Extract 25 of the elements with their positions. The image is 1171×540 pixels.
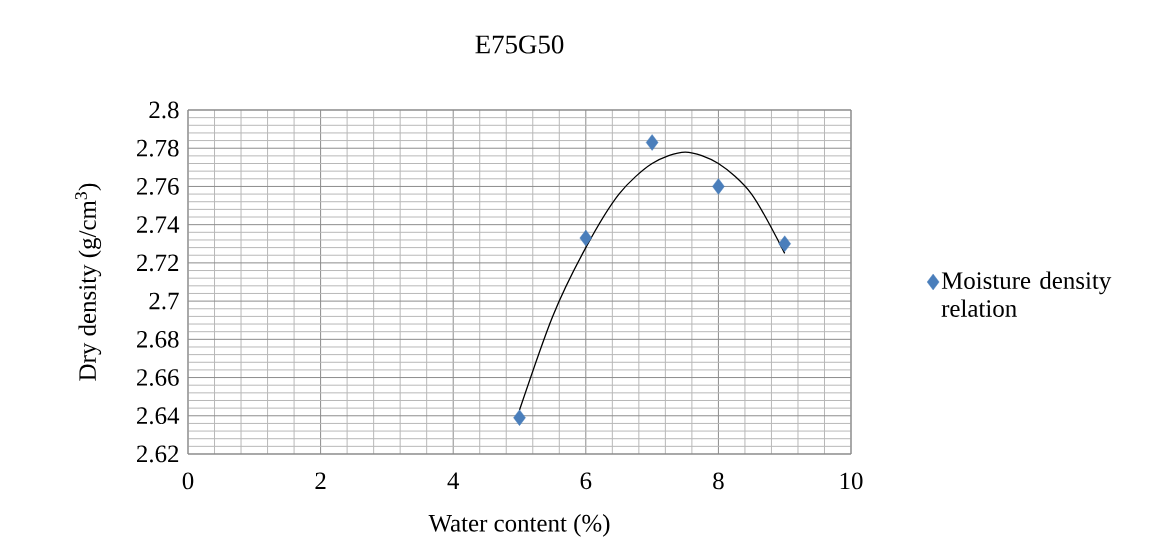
- y-tick-label: 2.8: [149, 101, 179, 119]
- chart-title: E75G50: [475, 35, 564, 54]
- x-tick-label: 6: [580, 472, 592, 490]
- y-tick-label: 2.78: [137, 139, 179, 157]
- point: [712, 178, 725, 195]
- x-tick-label: 10: [840, 472, 863, 490]
- point: [645, 134, 659, 151]
- point: [579, 229, 592, 247]
- point: [778, 235, 791, 252]
- y-tick-label: 2.66: [137, 369, 179, 386]
- y-tick-label: 2.7: [149, 292, 179, 310]
- y-tick-label: 2.62: [137, 445, 179, 463]
- y-tick-label: 2.76: [137, 178, 179, 195]
- y-tick-label: 2.74: [137, 216, 180, 234]
- y-tick-label: 2.72: [137, 254, 179, 272]
- legend-label: Moisture density relation: [941, 271, 1112, 317]
- x-tick-label: 8: [713, 472, 724, 490]
- point: [513, 409, 526, 426]
- y-tick-label: 2.64: [137, 407, 180, 425]
- x-axis-title: Water content (%): [428, 514, 610, 537]
- y-axis-title: Dry density (g/cm$^{3}$): [75, 183, 102, 381]
- y-tick-label: 2.68: [137, 330, 179, 348]
- x-tick-label: 4: [447, 472, 460, 489]
- x-tick-label: 2: [315, 472, 326, 489]
- x-tick-label: 0: [182, 472, 194, 490]
